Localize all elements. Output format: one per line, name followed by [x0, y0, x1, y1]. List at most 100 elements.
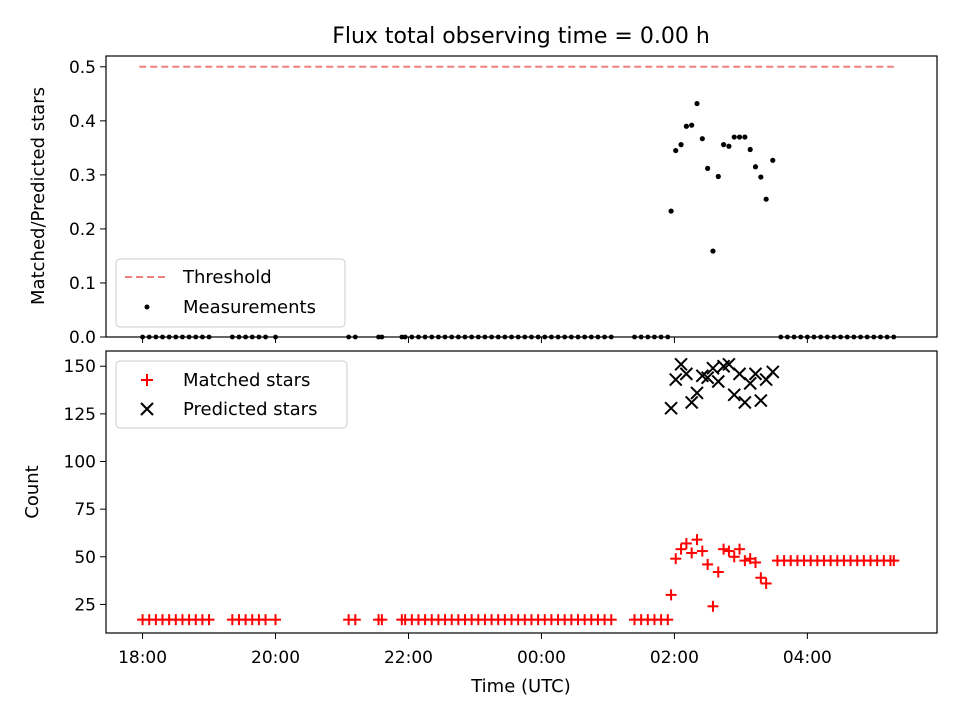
x-tick-label: 18:00: [118, 648, 167, 668]
top-y-tick-label: 0.2: [69, 220, 96, 240]
matched-star-point: [728, 551, 740, 563]
bottom-y-tick-label: 75: [74, 500, 96, 520]
matched-star-point: [376, 614, 388, 626]
measurement-point: [752, 164, 759, 170]
bottom-plot-area: [137, 357, 900, 626]
top-y-tick-label: 0.3: [69, 166, 96, 186]
measurement-point: [720, 142, 727, 148]
matched-star-point: [605, 614, 617, 626]
matched-star-point: [203, 614, 215, 626]
matched-star-point: [734, 543, 746, 555]
predicted-legend-label: Predicted stars: [183, 399, 317, 420]
matched-star-point: [707, 600, 719, 612]
matched-star-point: [665, 589, 677, 601]
measurement-point: [747, 146, 753, 153]
matched-star-point: [739, 555, 751, 567]
predicted-star-point: [766, 365, 780, 379]
predicted-star-point: [732, 367, 747, 381]
predicted-star-point: [754, 393, 768, 408]
predicted-star-point: [669, 372, 683, 387]
predicted-star-point: [674, 357, 688, 372]
top-y-axis-label: Matched/Predicted stars: [28, 87, 49, 305]
predicted-star-point: [748, 367, 763, 381]
predicted-star-point: [690, 386, 704, 400]
measurement-point: [673, 147, 679, 154]
measurements-legend-swatch: [144, 304, 150, 310]
top-legend-box: [115, 258, 346, 328]
matched-star-point: [712, 566, 724, 578]
predicted-star-point: [711, 374, 725, 389]
bottom-y-axis-label: Count: [22, 465, 43, 518]
top-y-tick-label: 0.1: [69, 274, 96, 294]
x-tick-label: 20:00: [251, 648, 300, 668]
matched-star-point: [750, 557, 762, 568]
matched-star-point: [702, 558, 714, 570]
top-axes-frame: [105, 55, 938, 338]
measurement-point: [689, 122, 695, 128]
matched-star-point: [723, 545, 735, 557]
top-legend: Threshold Measurements: [115, 258, 346, 328]
top-y-tick-label: 0.4: [69, 112, 96, 132]
measurements-legend-label: Measurements: [183, 297, 316, 318]
predicted-star-point: [664, 401, 678, 415]
measurement-point: [770, 157, 776, 163]
predicted-star-point: [727, 388, 741, 402]
matched-star-point: [760, 577, 772, 589]
measurement-point: [715, 173, 721, 180]
x-tick-label: 22:00: [384, 648, 433, 668]
measurement-point: [758, 174, 764, 180]
matched-star-point: [675, 543, 687, 555]
predicted-legend-swatch: [140, 402, 154, 416]
x-tick-label: 04:00: [783, 648, 832, 668]
measurement-point: [668, 208, 674, 214]
matched-legend-swatch: [141, 374, 153, 386]
x-axis-label: Time (UTC): [470, 676, 571, 697]
matched-star-point: [755, 572, 767, 584]
matched-star-point: [670, 553, 682, 565]
matched-star-point: [680, 537, 692, 549]
threshold-legend-label: Threshold: [182, 267, 272, 288]
measurement-point: [678, 142, 684, 148]
measurement-point: [731, 134, 737, 140]
measurement-point: [699, 136, 705, 142]
matched-star-point: [270, 614, 282, 626]
top-y-tick-label: 0.5: [69, 58, 96, 78]
bottom-y-tick-label: 125: [64, 405, 96, 425]
measurement-point: [726, 143, 732, 149]
bottom-legend-box: [115, 360, 348, 429]
matched-star-point: [260, 614, 272, 626]
predicted-star-point: [679, 367, 694, 381]
x-tick-label: 00:00: [517, 648, 566, 668]
x-tick-label: 02:00: [650, 648, 699, 668]
chart-title: Flux total observing time = 0.00 h: [332, 24, 710, 49]
measurement-point: [683, 123, 689, 129]
measurement-point: [710, 248, 716, 254]
bottom-axes-frame: [105, 350, 938, 634]
bottom-y-tick-label: 150: [64, 357, 96, 377]
measurement-point: [705, 165, 711, 171]
predicted-star-point: [706, 361, 720, 375]
bottom-legend: Matched stars Predicted stars: [115, 360, 348, 429]
predicted-star-point: [684, 395, 699, 410]
matched-star-point: [662, 614, 674, 626]
bottom-y-tick-label: 100: [64, 453, 96, 473]
matched-star-point: [718, 543, 730, 555]
measurement-point: [736, 134, 743, 140]
matched-star-point: [691, 534, 703, 546]
bottom-y-tick-label: 25: [74, 595, 96, 615]
matched-star-point: [686, 547, 698, 559]
top-y-tick-label: 0.0: [69, 328, 96, 348]
matched-star-point: [349, 614, 361, 626]
measurement-point: [694, 100, 700, 107]
predicted-star-point: [700, 370, 715, 385]
matched-legend-label: Matched stars: [183, 370, 310, 391]
predicted-star-point: [738, 395, 752, 410]
measurement-point: [763, 196, 769, 202]
predicted-star-point: [722, 357, 736, 372]
matched-star-point: [888, 555, 900, 567]
predicted-star-point: [743, 376, 757, 391]
matched-star-point: [696, 545, 708, 557]
measurement-point: [742, 134, 748, 140]
bottom-y-tick-label: 50: [74, 548, 96, 568]
